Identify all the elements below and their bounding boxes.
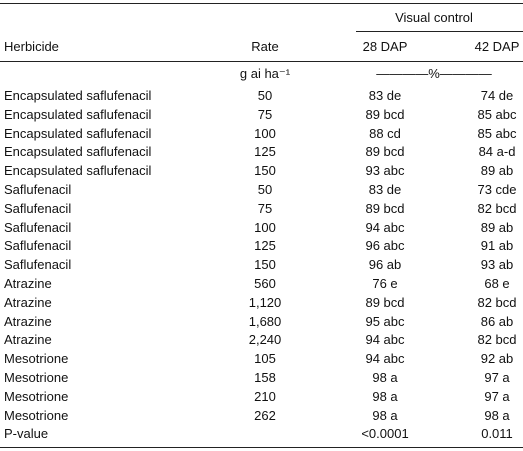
- herbicide-cell: Saflufenacil: [4, 257, 72, 273]
- header-rule: [0, 61, 523, 62]
- herbicide-cell: Mesotrione: [4, 370, 69, 385]
- value-cell: 83 de: [368, 182, 402, 197]
- value-cell: 98 a: [484, 407, 510, 423]
- value-cell: 91 ab: [480, 238, 514, 254]
- value-cell: 89 bcd: [365, 294, 405, 310]
- value-cell: 560: [254, 276, 276, 291]
- value-cell: 88 cd: [369, 125, 401, 141]
- value-cell: 210: [254, 388, 276, 404]
- herbicide-cell: Atrazine: [4, 276, 52, 291]
- value-cell: 100: [254, 219, 276, 235]
- value-cell: 89 ab: [480, 219, 514, 235]
- herbicide-cell: Mesotrione: [4, 407, 69, 423]
- herbicide-cell: Encapsulated saflufenacil: [4, 125, 152, 141]
- value-cell: 125: [254, 144, 276, 160]
- value-cell: 76 e: [372, 276, 398, 291]
- value-cell: 98 a: [372, 370, 398, 385]
- herbicide-cell: Saflufenacil: [4, 182, 72, 197]
- herbicide-cell: Saflufenacil: [4, 219, 72, 235]
- value-cell: 82 bcd: [477, 294, 517, 310]
- value-cell: 95 abc: [365, 313, 405, 329]
- unit-label: g ai ha⁻¹: [239, 66, 291, 81]
- value-cell: 89 ab: [480, 163, 514, 179]
- value-cell: 82 bcd: [477, 332, 517, 348]
- herbicide-cell: Saflufenacil: [4, 200, 72, 216]
- value-cell: 96 abc: [365, 238, 405, 254]
- value-cell: 150: [254, 257, 276, 273]
- value-cell: 100: [254, 125, 276, 141]
- herbicide-cell: Encapsulated saflufenacil: [4, 88, 152, 103]
- herbicide-cell: Encapsulated saflufenacil: [4, 144, 152, 160]
- value-cell: 82 bcd: [477, 200, 517, 216]
- bottom-rule: [0, 447, 523, 448]
- value-cell: 89 bcd: [365, 144, 405, 160]
- pvalue-cell: 0.011: [481, 426, 513, 442]
- value-cell: 94 abc: [365, 351, 405, 367]
- value-cell: 262: [254, 407, 276, 423]
- value-cell: 85 abc: [477, 125, 517, 141]
- value-cell: 92 ab: [480, 351, 514, 367]
- column-header: 28 DAP: [362, 39, 408, 54]
- herbicide-cell: Encapsulated saflufenacil: [4, 106, 152, 122]
- value-cell: 2,240: [248, 332, 282, 348]
- value-cell: 97 a: [484, 370, 510, 385]
- value-cell: 94 abc: [365, 219, 405, 235]
- value-cell: 75: [257, 106, 273, 122]
- value-cell: 150: [254, 163, 276, 179]
- column-header: Herbicide: [4, 39, 59, 54]
- value-cell: 89 bcd: [365, 200, 405, 216]
- value-cell: 50: [257, 182, 273, 197]
- value-cell: 96 ab: [368, 257, 402, 273]
- value-cell: 84 a-d: [478, 144, 516, 160]
- value-cell: 50: [257, 88, 273, 103]
- value-cell: 73 cde: [477, 182, 517, 197]
- herbicide-cell: Atrazine: [4, 332, 52, 348]
- value-cell: 98 a: [372, 407, 398, 423]
- value-cell: 75: [257, 200, 273, 216]
- herbicide-cell: Atrazine: [4, 294, 52, 310]
- value-cell: 89 bcd: [365, 106, 405, 122]
- value-cell: 1,680: [248, 313, 282, 329]
- value-cell: 158: [254, 370, 276, 385]
- herbicide-cell: Atrazine: [4, 313, 52, 329]
- herbicide-cell: Mesotrione: [4, 388, 69, 404]
- value-cell: 105: [254, 351, 276, 367]
- value-cell: 86 ab: [480, 313, 514, 329]
- spanner-header: Visual control: [395, 10, 473, 25]
- column-header: Rate: [251, 39, 279, 54]
- column-header: 42 DAP: [474, 39, 520, 54]
- value-cell: 85 abc: [477, 106, 517, 122]
- value-cell: 97 a: [484, 388, 510, 404]
- value-cell: 93 abc: [365, 163, 405, 179]
- value-cell: 93 ab: [480, 257, 514, 273]
- value-cell: 1,120: [248, 294, 282, 310]
- top-rule: [0, 3, 523, 4]
- value-cell: 98 a: [372, 388, 398, 404]
- pvalue-label: P-value: [4, 426, 49, 442]
- herbicide-cell: Mesotrione: [4, 351, 69, 367]
- value-cell: 125: [254, 238, 276, 254]
- herbicide-cell: Saflufenacil: [4, 238, 72, 254]
- value-cell: 74 de: [480, 88, 514, 103]
- pvalue-cell: <0.0001: [361, 426, 409, 442]
- spanner-rule: [356, 31, 523, 32]
- herbicide-cell: Encapsulated saflufenacil: [4, 163, 152, 179]
- value-cell: 68 e: [484, 276, 510, 291]
- value-cell: 83 de: [368, 88, 402, 103]
- unit-label: ————%————: [376, 66, 492, 81]
- value-cell: 94 abc: [365, 332, 405, 348]
